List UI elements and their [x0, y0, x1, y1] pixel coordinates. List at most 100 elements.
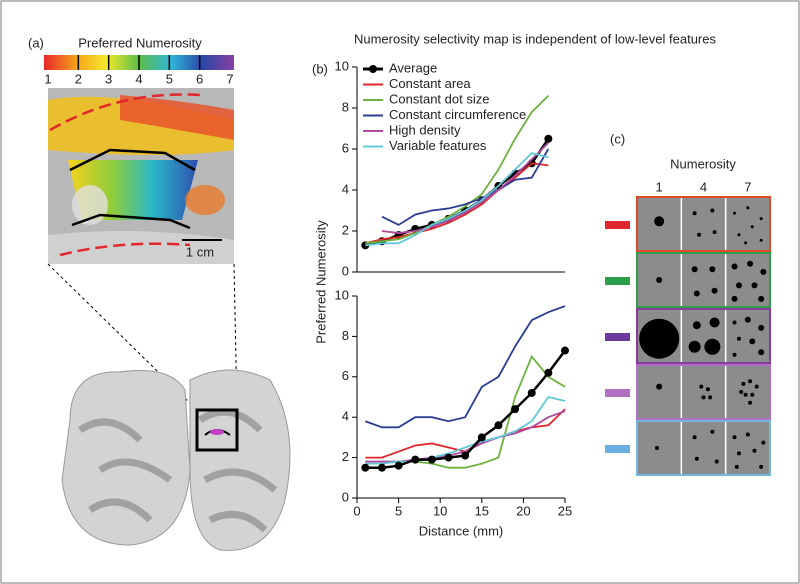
- x-tick-label: 15: [475, 503, 489, 518]
- stimulus-dot: [758, 349, 765, 356]
- y-tick-label: 4: [342, 409, 349, 424]
- y-axis-label: Preferred Numerosity: [313, 220, 328, 344]
- stimulus-dot: [758, 295, 765, 302]
- y-tick-label: 2: [342, 222, 349, 237]
- stimulus-dot: [737, 233, 741, 237]
- data-point: [427, 455, 436, 464]
- legend-label: Average: [389, 60, 437, 75]
- stimulus-dot: [656, 277, 663, 283]
- stimulus-dot: [748, 379, 753, 384]
- stimulus-dot: [705, 387, 710, 392]
- legend-label: Constant circumference: [389, 107, 526, 122]
- condition-swatch: [605, 333, 630, 341]
- y-tick-label: 0: [342, 263, 349, 278]
- colorbar-tick-label: 5: [166, 71, 173, 86]
- series-line: [365, 305, 566, 429]
- stimulus-panel: (c) Numerosity 1 4 7: [605, 131, 771, 476]
- colorbar-tick-label: 2: [75, 71, 82, 86]
- stimulus-dot: [688, 340, 701, 353]
- data-point: [527, 388, 536, 397]
- data-point: [561, 346, 569, 355]
- map-inset: 1 cm: [48, 88, 234, 264]
- stimulus-dot: [733, 211, 737, 215]
- legend-label: High density: [389, 122, 461, 137]
- stimulus-dot: [710, 429, 715, 434]
- stimulus-dot: [708, 395, 713, 400]
- stimulus-dot: [732, 435, 737, 440]
- y-tick-label: 8: [342, 99, 349, 114]
- condition-swatch: [605, 389, 630, 397]
- stimulus-dot: [752, 448, 757, 453]
- x-tick-label: 0: [353, 503, 360, 518]
- condition-swatch: [605, 221, 630, 229]
- stimulus-dot: [711, 287, 718, 294]
- colorbar-tick-label: 1: [44, 71, 51, 86]
- stimulus-dot: [732, 352, 737, 357]
- brain: [61, 369, 291, 551]
- stimulus-row: [636, 420, 771, 476]
- x-tick-label: 20: [516, 503, 530, 518]
- legend-label: Variable features: [389, 138, 487, 153]
- stimulus-dot: [759, 238, 763, 242]
- stimulus-dot: [761, 440, 766, 445]
- stimulus-dot: [748, 400, 753, 405]
- stimulus-dot: [692, 211, 697, 216]
- y-tick-label: 0: [342, 489, 349, 504]
- data-point: [461, 451, 470, 460]
- series-line: [365, 95, 549, 245]
- x-tick-label: 5: [395, 503, 402, 518]
- stimulus-dot: [735, 282, 742, 289]
- legend-label: Constant area: [389, 76, 471, 91]
- y-tick-label: 6: [342, 368, 349, 383]
- data-point: [411, 455, 420, 464]
- series-line: [365, 395, 566, 465]
- data-point: [494, 421, 503, 430]
- data-point: [544, 368, 553, 377]
- x-tick-label: 10: [433, 503, 447, 518]
- stimulus-dot: [714, 459, 719, 464]
- data-point: [477, 433, 486, 442]
- stimulus-dot: [750, 225, 754, 229]
- x-axis-label: Distance (mm): [419, 523, 504, 538]
- stimulus-dot: [759, 217, 763, 221]
- colorbar-tick-label: 3: [105, 71, 112, 86]
- column-label: 7: [744, 179, 751, 194]
- data-point: [361, 463, 370, 472]
- stimulus-dot: [736, 336, 741, 341]
- condition-swatch: [605, 445, 630, 453]
- stimulus-dot: [732, 320, 737, 325]
- y-tick-label: 2: [342, 449, 349, 464]
- stimulus-dot: [639, 318, 680, 359]
- stimulus-dot: [750, 392, 755, 397]
- stimulus-dot: [744, 316, 751, 323]
- stimulus-dot: [746, 206, 750, 210]
- stimulus-row: [636, 364, 771, 420]
- panel-label: (b): [312, 61, 328, 76]
- stimulus-dot: [743, 392, 748, 397]
- zoom-line: [47, 263, 198, 411]
- stimulus-dot: [709, 317, 720, 328]
- stimulus-dot: [747, 260, 754, 267]
- y-tick-label: 10: [335, 58, 349, 73]
- legend-label: Constant dot size: [389, 91, 489, 106]
- stimulus-dot: [691, 266, 698, 273]
- stimulus-dot: [701, 395, 706, 400]
- stimulus-dot: [759, 464, 764, 469]
- figure-title: Numerosity selectivity map is independen…: [354, 31, 717, 46]
- series-line: [381, 142, 549, 234]
- stimulus-dot: [694, 456, 699, 461]
- y-tick-label: 4: [342, 181, 349, 196]
- stimulus-dot: [731, 295, 738, 302]
- y-tick-label: 6: [342, 140, 349, 155]
- scale-bar-label: 1 cm: [186, 244, 214, 259]
- colorbar-tick-label: 6: [196, 71, 203, 86]
- column-title: Numerosity: [670, 156, 736, 171]
- stimulus-dot: [712, 230, 717, 235]
- colorbar-ticks: 1 2 3 4 5 6 7: [44, 55, 234, 86]
- series-line: [381, 148, 550, 226]
- stimulus-dot: [699, 384, 704, 389]
- stimulus-dot: [760, 268, 767, 275]
- stimulus-dot: [692, 321, 701, 330]
